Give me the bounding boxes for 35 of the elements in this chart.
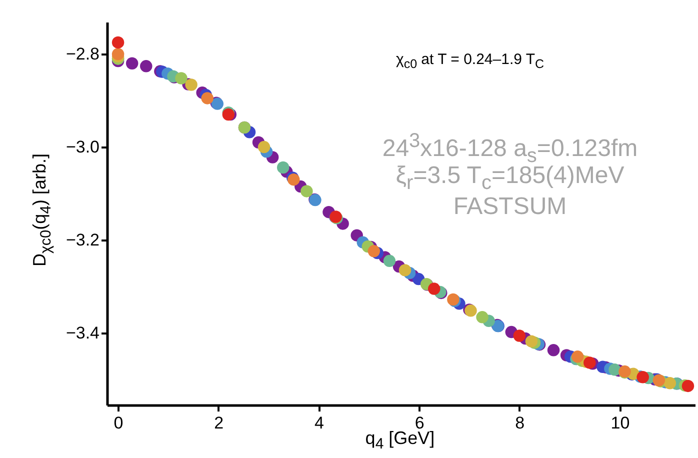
y-tick-label: −3.4 — [66, 323, 100, 342]
point — [175, 72, 188, 84]
y-tick-label: −2.8 — [66, 44, 100, 64]
point — [428, 282, 440, 295]
x-tick-label: 8 — [515, 414, 525, 432]
point — [476, 311, 488, 324]
point — [140, 60, 152, 72]
point — [636, 371, 649, 384]
point — [258, 140, 270, 154]
point — [547, 344, 560, 356]
point — [571, 350, 584, 363]
point — [664, 377, 676, 390]
x-tick-label: 10 — [610, 414, 630, 432]
point — [513, 330, 526, 342]
point — [112, 36, 124, 49]
point — [383, 254, 396, 268]
y-tick-label: −3.2 — [66, 230, 100, 250]
point — [126, 57, 138, 70]
y-tick-label: −3.0 — [66, 138, 100, 157]
x-tick-label: 4 — [314, 414, 324, 432]
point — [276, 161, 290, 174]
x-tick-label: 0 — [114, 414, 124, 432]
annotation: FASTSUM — [453, 193, 567, 221]
point — [525, 335, 538, 348]
point — [300, 185, 313, 198]
point — [185, 78, 198, 91]
x-tick-label: 2 — [214, 414, 224, 432]
point — [682, 380, 694, 392]
point — [398, 264, 412, 276]
annotation: χ$_{c0}$ at T = 0.24–1.9 T$_{C}$ — [396, 51, 544, 71]
point — [112, 48, 124, 60]
point — [584, 356, 596, 369]
point — [368, 245, 380, 258]
point — [201, 92, 214, 104]
point — [608, 364, 621, 376]
